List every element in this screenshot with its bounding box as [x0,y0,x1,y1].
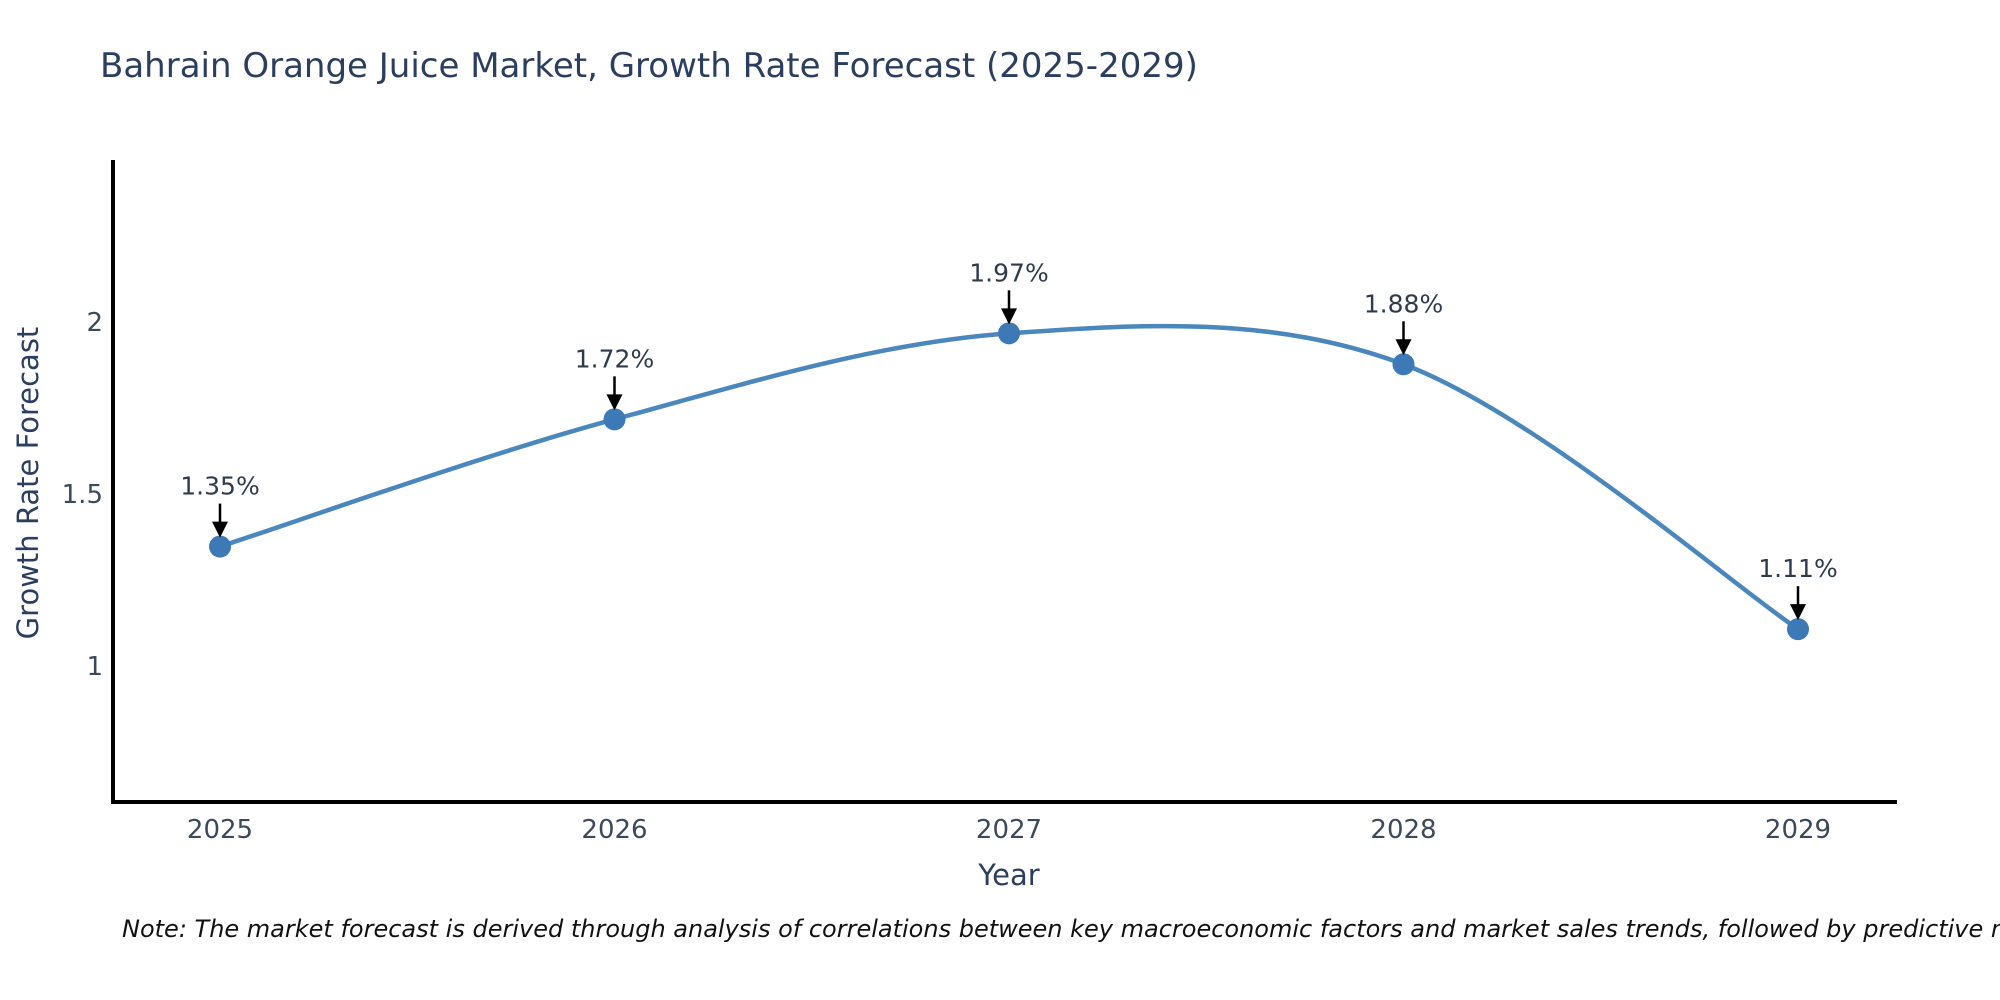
annotation-arrow-head [1001,308,1017,325]
data-point-marker [1392,353,1415,376]
data-point-value-label: 1.88% [1364,289,1443,318]
x-axis-title: Year [978,858,1040,892]
annotation-arrow-head [212,521,228,538]
x-tick-label: 2027 [976,815,1042,845]
data-point-marker [603,408,626,431]
data-point-marker [998,322,1020,345]
data-point-value-label: 1.72% [575,344,654,373]
x-tick-label: 2026 [581,815,647,845]
y-tick-label: 2 [86,308,103,338]
data-point-marker [1787,618,1809,641]
x-tick-label: 2029 [1765,815,1831,845]
data-point-marker [209,535,231,558]
x-tick-label: 2025 [187,815,253,845]
y-tick-label: 1 [86,652,103,682]
x-tick-label: 2028 [1370,815,1436,845]
chart-title: Bahrain Orange Juice Market, Growth Rate… [100,46,1198,86]
chart-footnote: Note: The market forecast is derived thr… [122,915,2000,943]
data-point-value-label: 1.97% [969,258,1048,287]
annotation-arrow-head [1790,604,1806,621]
data-point-value-label: 1.11% [1758,554,1837,583]
annotation-arrow-head [1395,339,1412,356]
y-tick-label: 1.5 [62,480,103,510]
data-point-value-label: 1.35% [180,472,259,501]
forecast-line-series [217,323,1801,632]
annotation-arrow-head [606,394,623,411]
